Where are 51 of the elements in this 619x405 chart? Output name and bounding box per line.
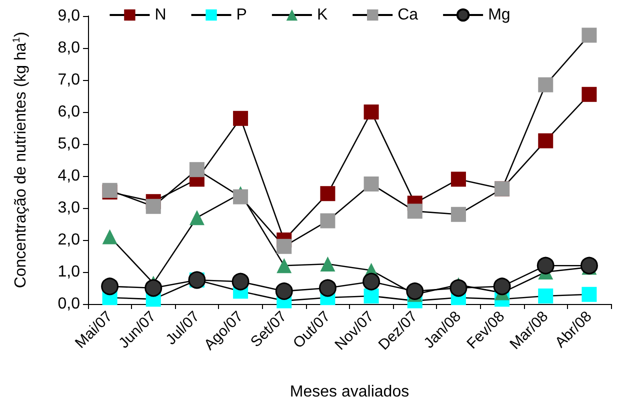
point xyxy=(582,86,597,102)
legend-label: N xyxy=(154,6,166,24)
point xyxy=(189,162,204,178)
point xyxy=(275,282,293,300)
point xyxy=(276,238,292,254)
point xyxy=(450,279,468,297)
point xyxy=(450,206,466,222)
point xyxy=(364,104,379,120)
point xyxy=(320,213,336,228)
y-tick-label: 6,0 xyxy=(58,104,80,120)
point xyxy=(538,288,554,304)
point xyxy=(144,279,162,297)
x-axis-title: Meses avaliados xyxy=(290,384,410,400)
point xyxy=(232,272,250,290)
point xyxy=(362,272,380,290)
point xyxy=(538,133,554,148)
y-tick-label: 7,0 xyxy=(58,72,80,88)
point xyxy=(101,278,119,296)
legend-label: Mg xyxy=(488,6,510,24)
y-tick-label: 9,0 xyxy=(58,8,80,24)
point xyxy=(189,210,204,226)
point xyxy=(538,77,554,92)
point xyxy=(493,278,511,296)
point xyxy=(364,288,379,304)
y-axis-title: Concentração de nutrientes (kg ha1) xyxy=(12,32,30,288)
legend-label: P xyxy=(236,6,247,24)
y-tick-label: 1,0 xyxy=(58,264,80,280)
point xyxy=(582,28,597,43)
point xyxy=(318,279,336,297)
point xyxy=(582,286,597,302)
y-tick-label: 5,0 xyxy=(58,136,80,152)
point xyxy=(233,110,248,126)
point xyxy=(536,256,554,274)
point xyxy=(320,256,336,272)
point xyxy=(364,176,379,192)
point xyxy=(233,189,248,204)
y-tick-label: 0,0 xyxy=(58,296,80,312)
y-tick-label: 4,0 xyxy=(58,168,80,184)
point xyxy=(407,204,422,219)
y-tick-label: 2,0 xyxy=(58,232,80,248)
y-tick-label: 8,0 xyxy=(58,40,80,56)
point xyxy=(276,258,292,274)
y-tick-label: 3,0 xyxy=(58,200,80,216)
point xyxy=(580,256,598,274)
legend-label: Ca xyxy=(398,6,418,24)
point xyxy=(102,229,118,244)
legend-label: K xyxy=(316,6,328,24)
point xyxy=(146,198,161,214)
point xyxy=(450,172,466,187)
point xyxy=(406,282,424,300)
point xyxy=(320,186,336,202)
